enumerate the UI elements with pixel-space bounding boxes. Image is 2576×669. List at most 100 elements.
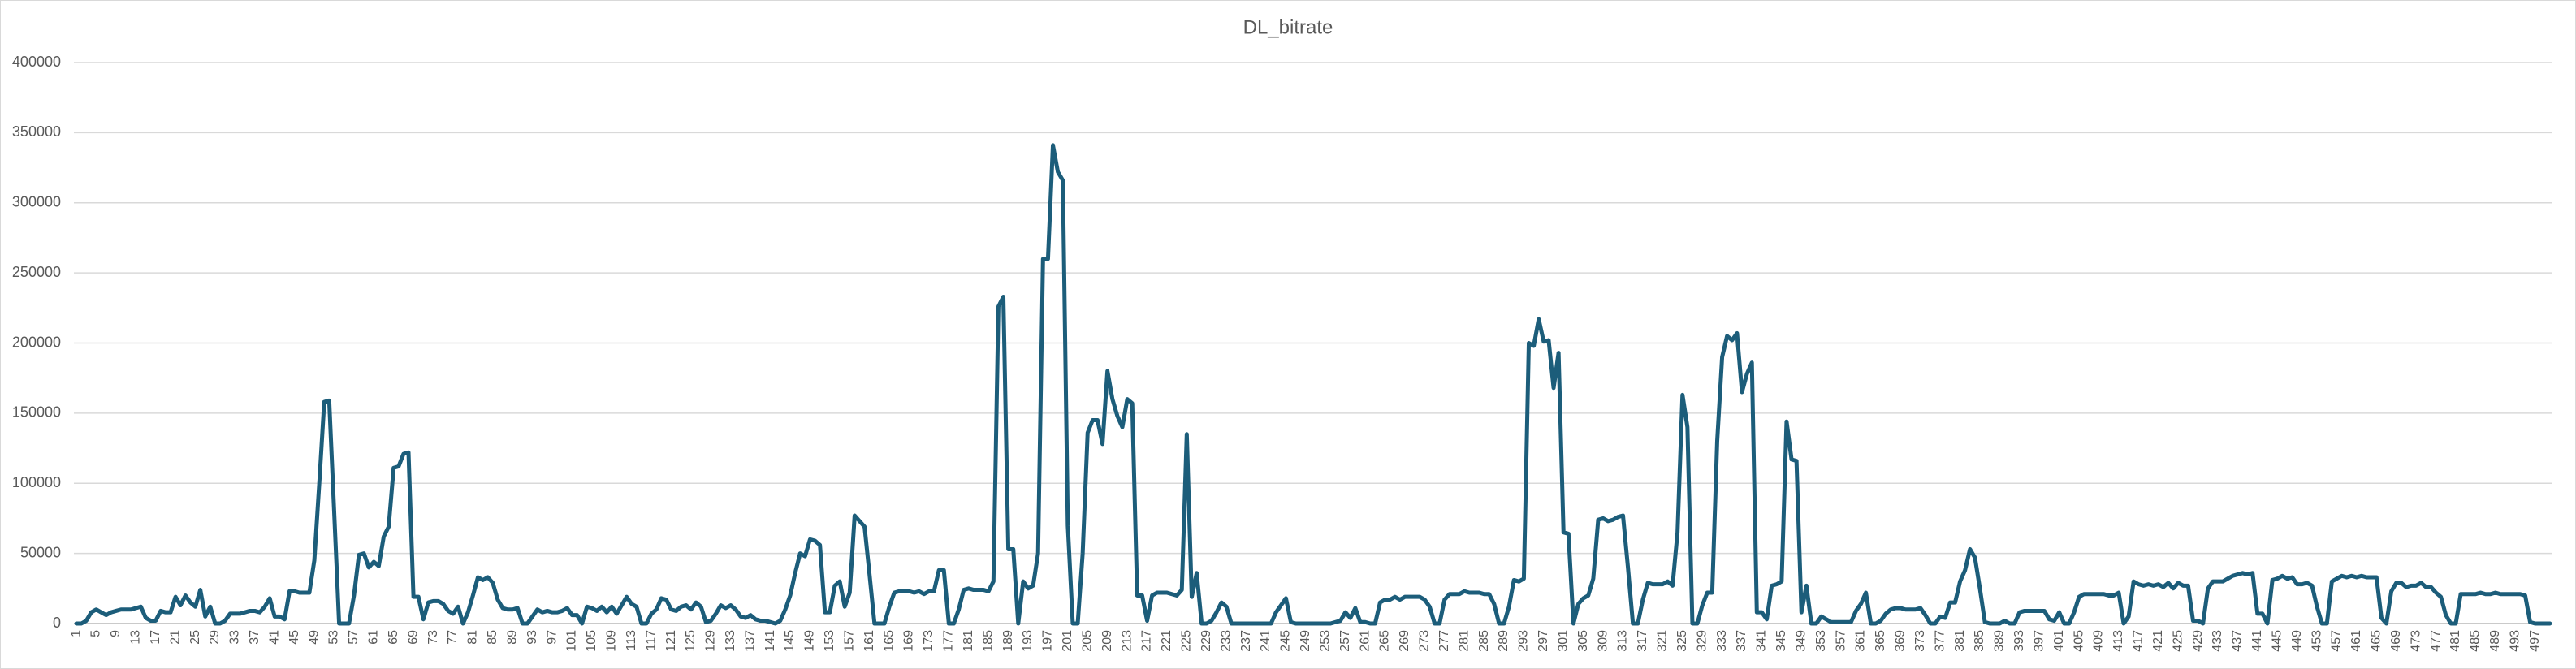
- x-tick-label: 353: [1814, 630, 1828, 652]
- x-tick-label: 333: [1715, 630, 1729, 652]
- x-tick-label: 17: [149, 630, 162, 645]
- x-tick-label: 81: [466, 630, 480, 645]
- y-tick-label: 250000: [12, 264, 61, 280]
- x-tick-label: 185: [981, 630, 995, 652]
- x-tick-label: 497: [2528, 630, 2542, 652]
- x-tick-label: 73: [426, 630, 440, 645]
- x-tick-label: 385: [1973, 630, 1986, 652]
- x-tick-label: 405: [2072, 630, 2085, 652]
- x-tick-label: 321: [1656, 630, 1670, 652]
- x-tick-label: 45: [287, 630, 301, 645]
- x-tick-label: 229: [1199, 630, 1213, 652]
- x-tick-label: 217: [1140, 630, 1154, 652]
- x-tick-label: 397: [2032, 630, 2046, 652]
- x-tick-label: 281: [1457, 630, 1471, 652]
- y-tick-label: 50000: [20, 544, 61, 560]
- x-tick-label: 241: [1259, 630, 1273, 652]
- x-tick-label: 201: [1061, 630, 1074, 652]
- x-tick-label: 193: [1021, 630, 1035, 652]
- x-tick-label: 129: [704, 630, 718, 652]
- x-tick-label: 29: [208, 630, 222, 645]
- x-tick-label: 305: [1576, 630, 1590, 652]
- x-tick-label: 389: [1993, 630, 2007, 652]
- x-tick-label: 61: [367, 630, 381, 645]
- x-tick-label: 177: [942, 630, 956, 652]
- x-tick-label: 277: [1437, 630, 1451, 652]
- x-tick-label: 53: [327, 630, 341, 645]
- x-tick-label: 409: [2092, 630, 2106, 652]
- x-tick-label: 261: [1358, 630, 1372, 652]
- x-tick-label: 269: [1398, 630, 1411, 652]
- x-tick-label: 341: [1755, 630, 1769, 652]
- x-tick-label: 1: [69, 630, 83, 637]
- x-tick-label: 133: [724, 630, 737, 652]
- y-tick-label: 200000: [12, 334, 61, 350]
- x-tick-label: 453: [2310, 630, 2323, 652]
- x-tick-label: 365: [1874, 630, 1887, 652]
- x-tick-label: 221: [1160, 630, 1173, 652]
- x-tick-label: 109: [605, 630, 619, 652]
- x-tick-label: 461: [2349, 630, 2363, 652]
- y-tick-label: 400000: [12, 54, 61, 70]
- data-line: [74, 143, 2552, 626]
- x-tick-label: 161: [862, 630, 876, 652]
- x-tick-label: 41: [267, 630, 281, 645]
- x-tick-label: 89: [505, 630, 519, 645]
- x-tick-label: 33: [228, 630, 242, 645]
- x-tick-label: 265: [1378, 630, 1392, 652]
- x-tick-label: 393: [2012, 630, 2026, 652]
- x-tick-label: 445: [2270, 630, 2284, 652]
- x-tick-label: 429: [2191, 630, 2205, 652]
- x-tick-label: 357: [1834, 630, 1848, 652]
- x-tick-label: 5: [89, 630, 103, 637]
- x-tick-label: 149: [803, 630, 817, 652]
- x-tick-label: 125: [684, 630, 698, 652]
- x-tick-label: 97: [545, 630, 559, 645]
- x-tick-label: 69: [406, 630, 420, 645]
- x-tick-label: 137: [743, 630, 757, 652]
- x-tick-label: 381: [1953, 630, 1967, 652]
- x-tick-label: 441: [2250, 630, 2264, 652]
- x-tick-label: 145: [783, 630, 797, 652]
- x-tick-label: 361: [1854, 630, 1868, 652]
- x-tick-label: 165: [882, 630, 896, 652]
- x-tick-label: 189: [1001, 630, 1015, 652]
- x-tick-label: 253: [1318, 630, 1332, 652]
- x-tick-label: 65: [387, 630, 400, 645]
- x-tick-label: 249: [1299, 630, 1312, 652]
- x-tick-label: 377: [1933, 630, 1947, 652]
- x-tick-label: 49: [307, 630, 321, 645]
- x-tick-label: 345: [1774, 630, 1788, 652]
- x-tick-label: 401: [2052, 630, 2066, 652]
- x-tick-label: 85: [486, 630, 499, 645]
- x-tick-label: 369: [1894, 630, 1908, 652]
- x-tick-label: 77: [446, 630, 460, 645]
- x-tick-label: 225: [1180, 630, 1194, 652]
- x-tick-label: 449: [2290, 630, 2304, 652]
- x-tick-label: 469: [2389, 630, 2403, 652]
- x-tick-label: 209: [1100, 630, 1114, 652]
- x-tick-label: 317: [1636, 630, 1649, 652]
- x-tick-label: 489: [2488, 630, 2502, 652]
- x-tick-label: 205: [1080, 630, 1094, 652]
- x-tick-label: 309: [1596, 630, 1610, 652]
- x-tick-label: 237: [1239, 630, 1253, 652]
- x-tick-label: 141: [763, 630, 777, 652]
- x-tick-label: 113: [625, 630, 638, 651]
- x-tick-label: 9: [109, 630, 123, 637]
- x-tick-label: 105: [585, 630, 599, 652]
- x-tick-label: 37: [248, 630, 261, 645]
- x-tick-label: 181: [962, 630, 975, 652]
- y-tick-label: 350000: [12, 123, 61, 140]
- x-tick-label: 21: [168, 630, 182, 645]
- x-tick-label: 293: [1517, 630, 1531, 652]
- x-tick-label: 245: [1279, 630, 1293, 652]
- x-tick-label: 285: [1477, 630, 1491, 652]
- x-tick-label: 25: [188, 630, 202, 645]
- x-tick-label: 349: [1794, 630, 1808, 652]
- x-tick-label: 273: [1418, 630, 1432, 652]
- x-tick-label: 373: [1913, 630, 1927, 652]
